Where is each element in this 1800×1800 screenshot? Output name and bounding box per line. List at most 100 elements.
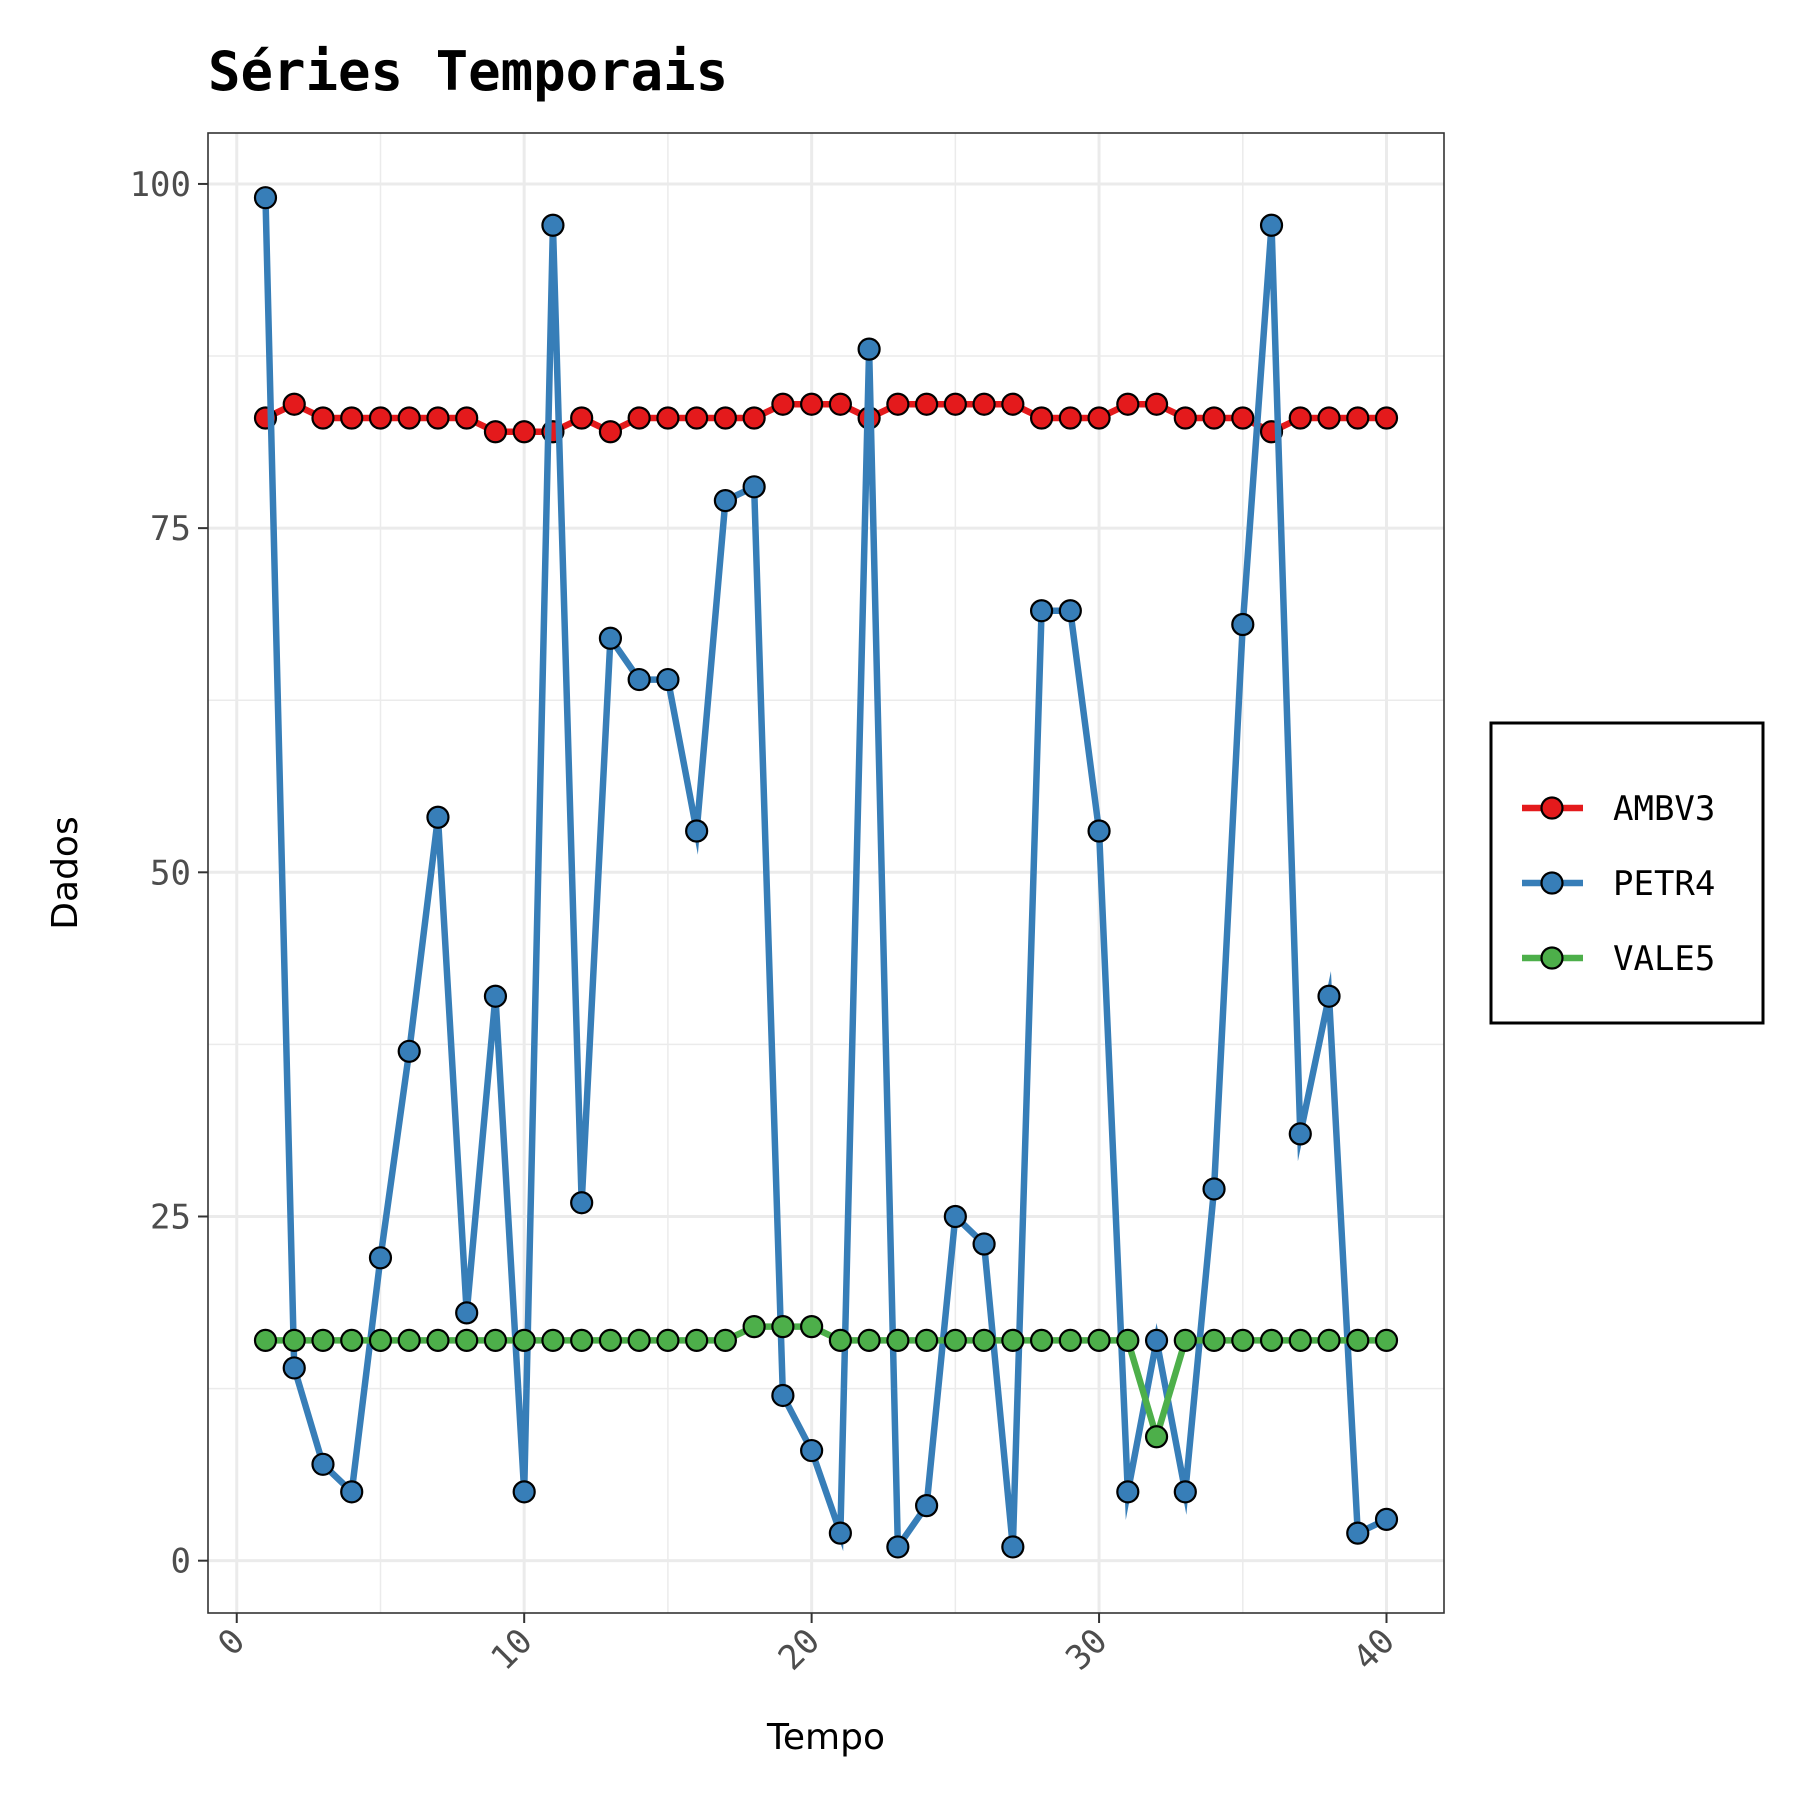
data-point — [800, 392, 824, 416]
x-tick-label: 40 — [1346, 1621, 1403, 1678]
data-point — [483, 984, 508, 1008]
x-tick-label: 10 — [483, 1621, 540, 1678]
data-point — [1259, 213, 1284, 237]
y-tick-label: 25 — [150, 1197, 191, 1237]
data-point — [598, 1328, 623, 1353]
data-point — [828, 1521, 852, 1545]
data-point — [282, 1328, 306, 1353]
legend-label: AMBV3 — [1613, 789, 1715, 829]
y-axis: 0 25 50 75 100 — [130, 165, 208, 1582]
data-point — [1087, 406, 1111, 430]
legend-item-petr4: PETR4 — [1522, 864, 1715, 904]
data-point — [1202, 1177, 1226, 1201]
data-point — [627, 406, 651, 430]
data-point — [685, 406, 709, 430]
data-point — [311, 1452, 335, 1476]
data-point — [886, 1535, 910, 1559]
data-point — [742, 1315, 766, 1339]
data-point — [541, 1328, 565, 1353]
data-point — [426, 406, 450, 430]
legend-item-vale5: VALE5 — [1522, 939, 1715, 979]
data-point — [426, 805, 450, 829]
data-point — [886, 1328, 910, 1353]
data-point — [742, 475, 766, 499]
data-point — [1374, 1507, 1399, 1531]
x-tick-label: 0 — [210, 1621, 253, 1664]
legend-key-point — [1540, 796, 1564, 820]
data-point — [455, 1328, 479, 1353]
data-point — [598, 420, 623, 444]
data-point — [771, 392, 795, 416]
data-point — [943, 392, 967, 416]
data-point — [627, 1328, 651, 1353]
data-point — [1087, 1328, 1111, 1353]
data-point — [771, 1383, 795, 1408]
data-point — [311, 406, 335, 430]
data-point — [1346, 1328, 1370, 1353]
data-point — [1231, 1328, 1255, 1353]
data-point — [311, 1328, 335, 1353]
data-point — [656, 1328, 680, 1353]
x-axis: 0 10 20 30 40 — [210, 1613, 1403, 1678]
series-petr4 — [253, 186, 1399, 1559]
data-point — [943, 1328, 967, 1353]
data-point — [512, 420, 536, 444]
legend-item-ambv3: AMBV3 — [1522, 789, 1715, 829]
data-point — [1144, 1425, 1169, 1449]
data-point — [1317, 1328, 1341, 1353]
data-point — [828, 392, 852, 416]
data-point — [1058, 1328, 1082, 1353]
data-point — [685, 819, 709, 843]
data-point — [368, 406, 393, 430]
data-point — [1346, 1521, 1370, 1545]
data-point — [570, 1328, 594, 1353]
data-point — [397, 406, 421, 430]
data-point — [340, 1328, 364, 1353]
data-point — [1259, 1328, 1284, 1353]
data-point — [972, 1232, 996, 1256]
data-point — [771, 1315, 795, 1339]
data-point — [1288, 1122, 1312, 1146]
data-point — [1144, 392, 1169, 416]
legend-box — [1489, 721, 1765, 1025]
data-point — [541, 213, 565, 237]
legend: AMBV3 PETR4 VALE5 — [1489, 721, 1765, 1025]
legend-items: AMBV3 PETR4 VALE5 — [1522, 789, 1715, 979]
series-layer — [253, 186, 1399, 1559]
y-tick-label: 75 — [150, 509, 191, 549]
data-point — [915, 392, 939, 416]
data-point — [1231, 612, 1255, 637]
data-point — [656, 667, 680, 692]
data-point — [397, 1039, 421, 1063]
series-vale5 — [253, 1315, 1399, 1449]
legend-label: VALE5 — [1613, 939, 1715, 979]
data-point — [368, 1246, 393, 1270]
data-point — [915, 1494, 939, 1518]
data-point — [1116, 1480, 1140, 1504]
y-tick-label: 100 — [130, 165, 191, 205]
data-point — [1173, 1328, 1197, 1353]
data-point — [972, 392, 996, 416]
data-point — [253, 186, 278, 210]
data-point — [455, 1301, 479, 1325]
data-point — [800, 1315, 824, 1339]
data-point — [828, 1328, 852, 1353]
data-point — [656, 406, 680, 430]
y-tick-label: 50 — [150, 853, 191, 893]
data-point — [598, 626, 623, 650]
data-point — [1001, 1328, 1025, 1353]
data-point — [1087, 819, 1111, 843]
data-point — [742, 406, 766, 430]
series-line — [265, 1323, 1387, 1449]
data-point — [340, 406, 364, 430]
data-point — [483, 1328, 508, 1353]
data-point — [1029, 406, 1054, 430]
data-point — [1374, 406, 1399, 430]
data-point — [1058, 406, 1082, 430]
data-point — [627, 667, 651, 692]
data-point — [857, 337, 881, 361]
x-tick-label: 20 — [771, 1621, 828, 1678]
data-point — [1288, 1328, 1312, 1353]
data-point — [713, 1328, 737, 1353]
data-point — [1001, 1535, 1025, 1559]
